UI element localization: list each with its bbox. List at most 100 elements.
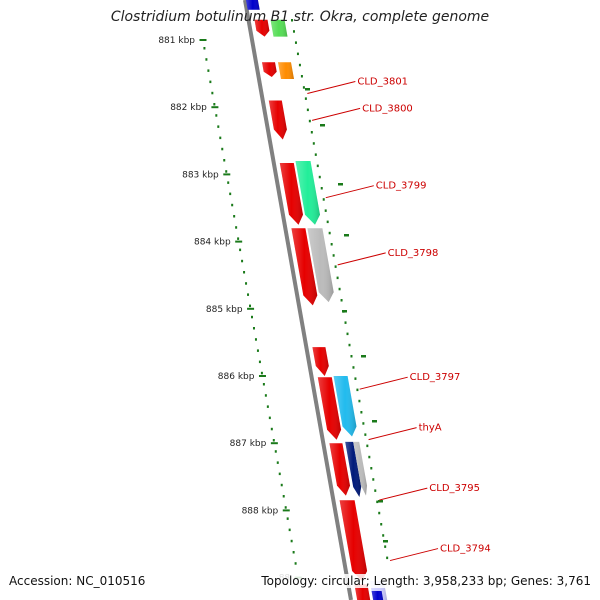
track-dot — [366, 444, 369, 448]
ruler-dot — [207, 69, 210, 72]
ruler-dot — [260, 371, 263, 375]
track-dot — [350, 355, 353, 358]
track-dot — [354, 377, 357, 380]
ruler-dot — [205, 58, 208, 61]
ruler-dot — [203, 47, 206, 50]
ruler-dot — [219, 136, 222, 140]
ruler-dot — [245, 282, 248, 285]
ruler-tick-label: 888 kbp — [242, 506, 279, 516]
dotted-guides — [203, 19, 389, 565]
ruler-dot — [217, 125, 220, 128]
track-dot — [376, 500, 379, 504]
ruler-dot — [294, 562, 297, 565]
gene-label: thyA — [419, 423, 442, 434]
track-dot — [364, 433, 367, 436]
gene-block-shade — [254, 19, 270, 37]
gene-label-leader — [379, 487, 428, 501]
track-dot — [318, 175, 321, 179]
ruler-dot — [282, 495, 285, 498]
track-dot — [322, 198, 325, 201]
ruler-dot — [270, 427, 273, 431]
track-dot — [326, 220, 329, 224]
track-dot — [292, 30, 295, 33]
ruler-dot — [211, 91, 214, 95]
ruler-dot — [274, 450, 277, 453]
track-dot — [338, 287, 341, 291]
ruler-dot — [268, 416, 271, 420]
ruler-dot — [249, 304, 252, 308]
ruler-dot — [221, 147, 224, 151]
ruler-dot — [288, 528, 291, 532]
track-dot — [378, 511, 381, 515]
track-tick — [378, 500, 383, 503]
track-dot — [352, 366, 355, 369]
gene-label-leader — [307, 81, 356, 95]
track-dot — [370, 467, 373, 470]
track-dot — [386, 556, 389, 560]
gene-block-shade — [291, 228, 318, 306]
map-title: Clostridium botulinum B1 str. Okra, comp… — [110, 9, 490, 25]
track-dot — [360, 411, 363, 414]
track-dot — [312, 142, 315, 145]
track-tick — [338, 183, 343, 186]
gene-block-shade — [312, 347, 329, 376]
gene-layer — [245, 0, 388, 600]
track-dot — [344, 321, 347, 324]
gene-label: CLD_3795 — [429, 483, 480, 494]
track-dot — [324, 209, 327, 212]
ruler-dot — [262, 383, 265, 386]
ruler-tick-label: 884 kbp — [194, 238, 231, 248]
track-tick — [383, 540, 388, 543]
track-dot — [291, 19, 293, 22]
gene-label: CLD_3797 — [410, 372, 461, 383]
track-dot — [308, 119, 311, 123]
track-tick — [342, 310, 347, 313]
track-dot — [340, 299, 343, 302]
ruler-dot — [276, 461, 279, 464]
track-dot — [320, 187, 323, 190]
gene-label-leader — [389, 548, 439, 562]
ruler-dot — [266, 405, 269, 408]
track-tick — [305, 88, 310, 91]
gene-label-leader — [325, 185, 374, 199]
track-dot — [374, 489, 377, 492]
gene-block-shade — [295, 161, 320, 225]
track-dot — [296, 52, 299, 56]
ruler-tick-label: 885 kbp — [206, 305, 243, 315]
ruler-tick-label: 883 kbp — [182, 170, 219, 180]
ruler-dot — [254, 338, 257, 341]
ruler-dot — [235, 226, 238, 229]
track-dot — [372, 478, 375, 481]
ruler-dot — [227, 181, 230, 184]
gene-block-shade — [268, 100, 287, 140]
track-tick — [344, 234, 349, 237]
track-dot — [368, 455, 371, 459]
gene-label-leader — [359, 376, 408, 390]
track-tick — [320, 124, 325, 127]
ruler-dot — [280, 483, 283, 487]
ruler-dot — [292, 551, 295, 554]
ruler-dot — [213, 103, 216, 106]
gene-block-shade — [339, 500, 368, 581]
ruler-tick-label: 881 kbp — [158, 36, 195, 46]
gene-block-shade — [270, 19, 288, 37]
track-dot — [384, 545, 387, 548]
track-dot — [298, 63, 301, 67]
ruler-dot — [209, 80, 212, 84]
gene-label-layer: CLD_3801 CLD_3800 CLD_3799 CLD_3798 CLD_3797… — [307, 77, 491, 562]
track-dot — [380, 523, 383, 526]
track-dot — [330, 243, 333, 246]
genome-backbone — [243, 0, 353, 600]
track-dot — [358, 399, 361, 403]
gene-block-shade — [345, 441, 362, 497]
gene-block-shade — [371, 591, 384, 600]
track-dot — [304, 97, 307, 100]
track-dot — [362, 422, 365, 425]
track-dot — [382, 534, 385, 537]
gene-block-shade — [307, 228, 334, 303]
ruler-dot — [290, 539, 293, 543]
track-tick — [372, 420, 377, 423]
ruler-dot — [247, 293, 250, 296]
track-dot — [300, 75, 303, 78]
ruler-tick-label: 887 kbp — [230, 439, 267, 449]
